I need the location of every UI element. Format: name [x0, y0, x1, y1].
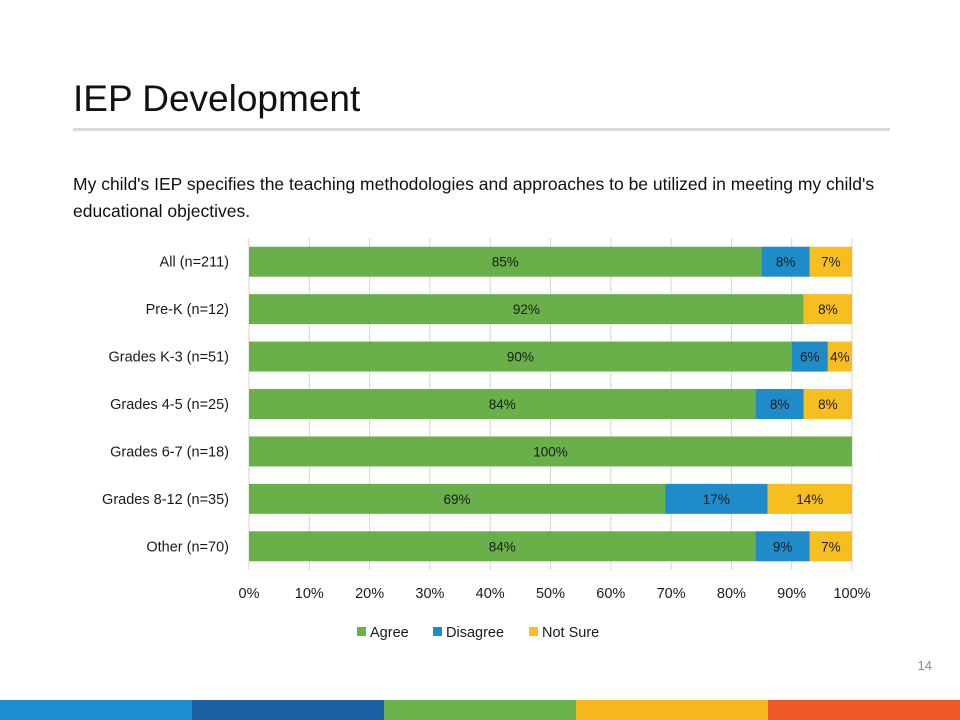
bar-segment: [249, 389, 756, 419]
category-label: Other (n=70): [146, 539, 229, 555]
bar-segment: [249, 531, 756, 562]
data-label: 92%: [513, 302, 540, 317]
category-label: Pre-K (n=12): [146, 302, 229, 318]
x-axis-ticks: 0% 10% 20% 30% 40% 50% 60% 70% 80% 90% 100%: [239, 586, 871, 602]
bar-segment: [761, 246, 810, 277]
bar-segment: [803, 389, 852, 419]
footer-segment: [0, 700, 192, 720]
x-tick-label: 40%: [476, 586, 505, 602]
data-label: 7%: [821, 255, 841, 270]
bar-segment: [755, 531, 810, 562]
data-label: 84%: [489, 397, 516, 412]
category-label: Grades 8-12 (n=35): [102, 492, 229, 508]
bar-segment: [249, 483, 666, 514]
data-label: 8%: [818, 397, 838, 412]
x-tick-label: 20%: [355, 586, 384, 602]
footer-segment: [576, 700, 768, 720]
bar-segment: [803, 294, 852, 325]
data-label: 4%: [830, 350, 850, 365]
legend-swatch: [529, 627, 538, 636]
bar-segment: [809, 531, 852, 562]
data-label: 85%: [492, 255, 519, 270]
x-tick-label: 0%: [239, 586, 260, 602]
legend-swatch: [357, 627, 366, 636]
data-label: 100%: [533, 444, 568, 459]
legend-label: Disagree: [446, 625, 504, 641]
category-label: Grades 4-5 (n=25): [110, 397, 229, 413]
bar-segment: [755, 389, 804, 419]
x-tick-label: 10%: [295, 586, 324, 602]
category-label: All (n=211): [160, 255, 229, 271]
data-label: 6%: [800, 350, 820, 365]
data-label: 8%: [818, 302, 838, 317]
bar-segment: [249, 341, 792, 372]
x-tick-label: 80%: [717, 586, 746, 602]
data-label: 14%: [796, 492, 823, 507]
x-tick-label: 30%: [415, 586, 444, 602]
bar-segment: [827, 341, 852, 372]
bar-segment: [665, 483, 768, 514]
footer-segment: [768, 700, 960, 720]
legend-label: Not Sure: [542, 625, 599, 641]
footer-segment: [192, 700, 384, 720]
data-label: 69%: [444, 492, 471, 507]
category-label: Grades K-3 (n=51): [109, 350, 230, 366]
category-label: Grades 6-7 (n=18): [110, 444, 229, 460]
data-label: 8%: [770, 397, 790, 412]
title-divider: [73, 128, 890, 131]
data-label: 84%: [489, 539, 516, 554]
x-tick-label: 50%: [536, 586, 565, 602]
category-labels: All (n=211) Pre-K (n=12) Grades K-3 (n=51)…: [102, 255, 229, 556]
bar-segments: 85% 8% 7% 92% 8% 90% 6% 4% 84% 8% 8% 100% 69% 17% 14% 8…: [249, 246, 852, 562]
data-label: 8%: [776, 255, 796, 270]
x-tick-label: 60%: [596, 586, 625, 602]
bar-segment: [249, 436, 852, 467]
x-tick-label: 70%: [657, 586, 686, 602]
data-label: 7%: [821, 539, 841, 554]
data-label: 17%: [703, 492, 730, 507]
bar-segment: [791, 341, 828, 372]
data-label: 90%: [507, 350, 534, 365]
bar-segment: [249, 246, 762, 277]
bar-segment: [249, 294, 804, 325]
bar-segment: [809, 246, 852, 277]
bar-segment: [767, 483, 852, 514]
legend-swatch: [433, 627, 442, 636]
data-label: 9%: [773, 539, 793, 554]
x-tick-label: 90%: [777, 586, 806, 602]
chart-question: My child's IEP specifies the teaching me…: [73, 174, 875, 221]
slide-title: IEP Development: [73, 78, 361, 119]
x-tick-label: 100%: [833, 586, 870, 602]
legend-label: Agree: [370, 625, 409, 641]
legend: Agree Disagree Not Sure: [357, 625, 599, 641]
footer-segment: [384, 700, 576, 720]
page-number: 14: [917, 658, 932, 673]
stacked-bar-chart: 85% 8% 7% 92% 8% 90% 6% 4% 84% 8% 8% 100% 69% 17% 14% 8…: [102, 238, 871, 641]
footer-color-bar: [0, 700, 960, 720]
